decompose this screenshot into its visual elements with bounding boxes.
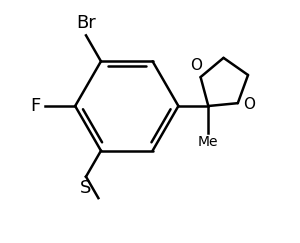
Text: O: O <box>243 97 255 112</box>
Text: Me: Me <box>198 135 219 149</box>
Text: S: S <box>80 179 92 197</box>
Text: O: O <box>190 59 202 73</box>
Text: F: F <box>30 97 40 115</box>
Text: Br: Br <box>76 14 96 32</box>
